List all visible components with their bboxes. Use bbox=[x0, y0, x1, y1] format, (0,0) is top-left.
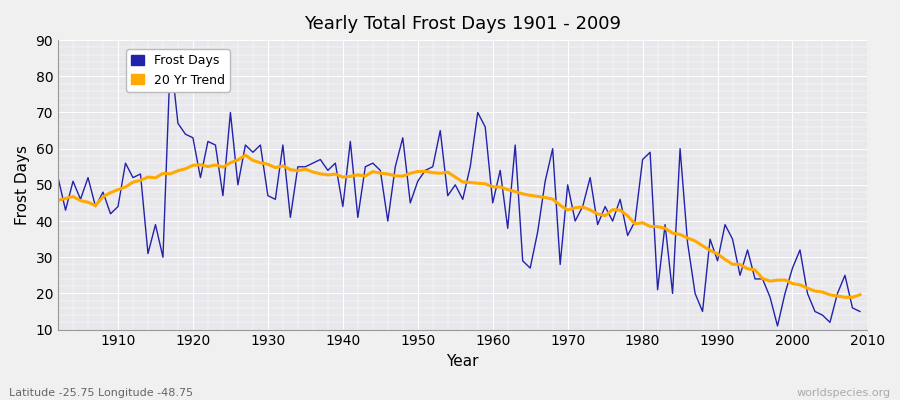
Frost Days bbox=[495, 168, 506, 173]
Frost Days bbox=[277, 143, 288, 148]
Frost Days bbox=[585, 175, 596, 180]
20 Yr Trend bbox=[240, 153, 251, 158]
Text: worldspecies.org: worldspecies.org bbox=[796, 388, 891, 398]
Frost Days bbox=[165, 52, 176, 57]
20 Yr Trend bbox=[495, 185, 506, 190]
Line: Frost Days: Frost Days bbox=[50, 54, 859, 326]
X-axis label: Year: Year bbox=[446, 354, 479, 369]
Legend: Frost Days, 20 Yr Trend: Frost Days, 20 Yr Trend bbox=[126, 49, 230, 92]
20 Yr Trend bbox=[487, 184, 498, 189]
Frost Days bbox=[487, 200, 498, 205]
Line: 20 Yr Trend: 20 Yr Trend bbox=[50, 155, 859, 297]
Frost Days bbox=[105, 211, 116, 216]
20 Yr Trend bbox=[854, 292, 865, 297]
20 Yr Trend bbox=[45, 202, 56, 206]
Frost Days bbox=[772, 324, 783, 328]
20 Yr Trend bbox=[277, 164, 288, 168]
20 Yr Trend bbox=[105, 190, 116, 195]
20 Yr Trend bbox=[322, 172, 333, 177]
20 Yr Trend bbox=[585, 208, 596, 212]
Title: Yearly Total Frost Days 1901 - 2009: Yearly Total Frost Days 1901 - 2009 bbox=[304, 15, 621, 33]
Frost Days bbox=[322, 168, 333, 173]
Frost Days bbox=[45, 273, 56, 278]
Y-axis label: Frost Days: Frost Days bbox=[15, 145, 30, 225]
20 Yr Trend bbox=[847, 295, 858, 300]
Frost Days bbox=[854, 309, 865, 314]
Text: Latitude -25.75 Longitude -48.75: Latitude -25.75 Longitude -48.75 bbox=[9, 388, 194, 398]
